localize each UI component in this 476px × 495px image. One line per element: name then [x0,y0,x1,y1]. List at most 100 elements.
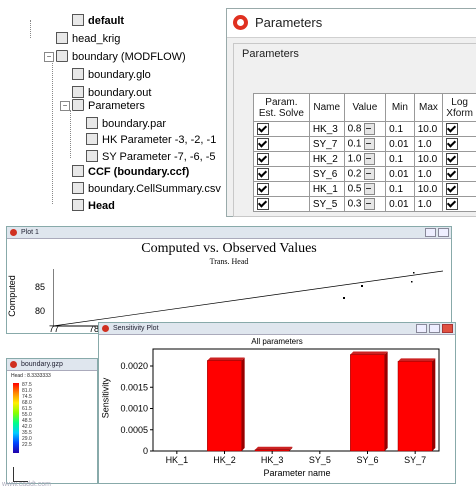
log-checkbox[interactable] [442,121,476,137]
min-cell[interactable]: 0.01 [385,136,415,152]
max-cell-text: 1.0 [417,198,432,210]
folder-icon [72,99,84,111]
checkbox[interactable] [446,138,459,150]
table-icon [86,133,98,145]
solve-checkbox[interactable] [253,196,310,212]
blue-doc-icon [72,165,84,177]
min-cell[interactable]: 0.1 [385,181,415,197]
tree-item-sy-parameter[interactable]: SY Parameter -7, -6, -5 [86,148,216,166]
min-cell[interactable]: 0.01 [385,166,415,182]
max-cell[interactable]: 1.0 [413,136,444,152]
sensitivity-window: Sensitivity Plot All parameters Sensitiv… [98,322,456,484]
log-checkbox[interactable] [442,136,476,152]
value-spinner[interactable] [363,168,375,180]
value-spinner[interactable] [363,123,375,135]
maximize-button[interactable] [429,324,440,333]
max-cell[interactable]: 10.0 [413,121,444,137]
checkbox[interactable] [257,168,269,180]
column-header[interactable]: Name [308,93,345,122]
max-cell[interactable]: 1.0 [413,166,444,182]
bar [350,351,388,452]
column-header[interactable]: Max [413,93,444,122]
log-checkbox[interactable] [442,196,476,212]
legend-value: 29.0 [22,436,32,442]
column-header[interactable]: Min [385,93,415,122]
value-spinner[interactable] [363,183,375,195]
tree-item-parameters[interactable]: Parameters [72,97,145,115]
parameters-titlebar[interactable]: Parameters [227,9,476,38]
solve-checkbox[interactable] [253,166,310,182]
close-button[interactable] [442,324,453,333]
value-cell[interactable]: 0.5 [343,181,387,197]
checkbox[interactable] [257,153,269,165]
sensitivity-window-titlebar[interactable]: Sensitivity Plot [99,323,455,335]
solve-checkbox[interactable] [253,151,310,167]
tree-item-boundary-glo[interactable]: boundary.glo [72,66,151,84]
checkbox[interactable] [257,123,269,135]
min-cell-text: 0.1 [389,123,404,135]
value-cell[interactable]: 0.1 [343,136,387,152]
checkbox[interactable] [446,198,459,210]
value-cell[interactable]: 1.0 [343,151,387,167]
tree-item-ccf[interactable]: CCF (boundary.ccf) [72,163,189,181]
tree-connector [70,110,71,158]
solve-checkbox[interactable] [253,121,310,137]
collapse-toggle[interactable]: − [60,101,70,111]
solve-checkbox[interactable] [253,181,310,197]
checkbox[interactable] [446,153,459,165]
table-row: SY_6 0.2 0.01 1.0 [253,166,476,182]
tree-item-default[interactable]: default [72,12,124,30]
gzp-window-titlebar[interactable]: boundary.gzp [7,359,97,371]
checkbox[interactable] [257,183,269,195]
value-cell[interactable]: 0.8 [343,121,387,137]
tree-item-boundary-modflow[interactable]: boundary (MODFLOW) [56,48,186,66]
max-cell[interactable]: 10.0 [413,181,444,197]
table-icon [72,199,84,211]
checkbox[interactable] [446,123,459,135]
column-header[interactable]: Value [343,93,387,122]
bar-side [432,358,436,451]
value-spinner[interactable] [363,153,375,165]
log-checkbox[interactable] [442,166,476,182]
tree-item-boundary-out[interactable]: boundary.out [72,84,151,102]
minimize-button[interactable] [425,228,436,237]
value-cell-text: 0.3 [347,198,362,210]
bar [397,358,436,452]
min-cell[interactable]: 0.1 [385,121,415,137]
max-cell[interactable]: 10.0 [413,151,444,167]
tree-item-boundary-par[interactable]: boundary.par [86,115,166,133]
collapse-toggle[interactable]: − [44,52,54,62]
model-explorer-tree: − − default head_krig boundary (MODFLOW)… [0,0,232,215]
checkbox[interactable] [446,168,459,180]
column-header[interactable]: Param. Est. Solve [253,93,310,122]
value-cell[interactable]: 0.3 [343,196,387,212]
solve-checkbox[interactable] [253,136,310,152]
checkbox[interactable] [257,138,269,150]
tree-connector [52,54,53,204]
name-cell: HK_1 [308,181,345,197]
min-cell[interactable]: 0.1 [385,151,415,167]
value-spinner[interactable] [363,198,375,210]
sensitivity-chart: 0 0.0005 0.0010 0.0015 0.0020 HK_1 HK_2 HK_3 SY_… [120,348,440,465]
app-logo-icon [10,361,17,368]
tree-item-hk-parameter[interactable]: HK Parameter -3, -2, -1 [86,131,216,149]
value-cell[interactable]: 0.2 [343,166,387,182]
column-header[interactable]: Log Xform [442,93,476,122]
log-checkbox[interactable] [442,181,476,197]
log-checkbox[interactable] [442,151,476,167]
min-cell[interactable]: 0.01 [385,196,415,212]
maximize-button[interactable] [438,228,449,237]
checkbox[interactable] [257,198,269,210]
tree-item-cellsummary[interactable]: boundary.CellSummary.csv [72,180,221,198]
xtick-label: 77 [49,324,60,334]
plot-window-titlebar[interactable]: Plot 1 [7,227,451,239]
minimize-button[interactable] [416,324,427,333]
app-logo-icon [102,325,109,332]
value-spinner[interactable] [363,138,375,150]
xtick-label: SY_6 [356,455,378,465]
checkbox[interactable] [446,183,459,195]
name-cell: HK_2 [308,151,345,167]
max-cell[interactable]: 1.0 [413,196,444,212]
tree-item-head-krig[interactable]: head_krig [56,30,120,48]
tree-item-head[interactable]: Head [72,197,115,215]
